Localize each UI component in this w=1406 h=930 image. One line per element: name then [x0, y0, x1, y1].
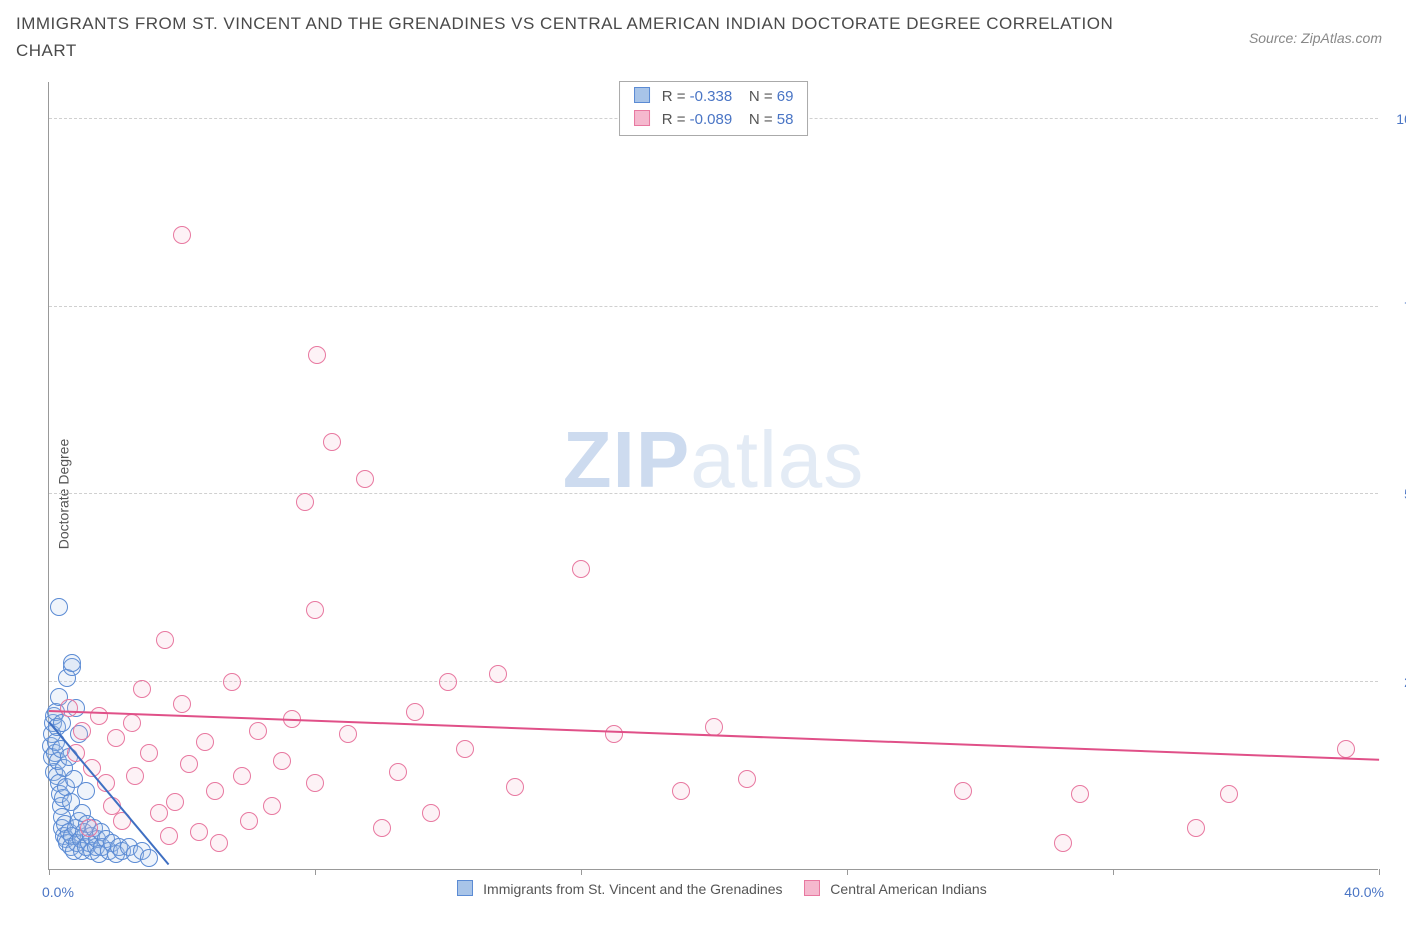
legend-row-cai: R = -0.089 N = 58: [634, 109, 794, 132]
scatter-point: [160, 827, 178, 845]
scatter-point: [672, 782, 690, 800]
r-label-cai: R =: [662, 111, 690, 128]
scatter-point: [107, 729, 125, 747]
scatter-point: [249, 722, 267, 740]
scatter-point: [422, 804, 440, 822]
x-tick-mark: [315, 869, 316, 875]
x-tick-mark: [1379, 869, 1380, 875]
scatter-point: [1337, 740, 1355, 758]
source-credit: Source: ZipAtlas.com: [1249, 10, 1382, 46]
scatter-point: [506, 778, 524, 796]
scatter-point: [456, 740, 474, 758]
y-tick-label: 5.0%: [1386, 486, 1406, 502]
scatter-point: [1071, 785, 1089, 803]
series-legend: Immigrants from St. Vincent and the Gren…: [48, 880, 1378, 897]
legend-swatch-cai-bottom: [804, 880, 820, 896]
scatter-point: [73, 722, 91, 740]
scatter-point: [60, 699, 78, 717]
r-value-svg: -0.338: [690, 88, 733, 105]
scatter-point: [572, 560, 590, 578]
correlation-legend: R = -0.338 N = 69 R = -0.089 N = 58: [619, 81, 809, 136]
scatter-point: [705, 718, 723, 736]
scatter-plot: ZIPatlas R = -0.338 N = 69 R = -0.089 N …: [48, 82, 1378, 870]
scatter-point: [140, 744, 158, 762]
scatter-point: [1220, 785, 1238, 803]
n-label-svg: N =: [749, 88, 777, 105]
scatter-point: [306, 774, 324, 792]
y-tick-label: 2.5%: [1386, 674, 1406, 690]
scatter-point: [263, 797, 281, 815]
legend-swatch-svg: [634, 87, 650, 103]
scatter-point: [206, 782, 224, 800]
legend-label-cai: Central American Indians: [830, 881, 986, 897]
scatter-point: [180, 755, 198, 773]
scatter-point: [306, 601, 324, 619]
scatter-point: [339, 725, 357, 743]
scatter-point: [140, 849, 158, 867]
scatter-point: [323, 433, 341, 451]
scatter-point: [489, 665, 507, 683]
scatter-point: [166, 793, 184, 811]
scatter-point: [190, 823, 208, 841]
scatter-point: [150, 804, 168, 822]
y-tick-label: 10.0%: [1386, 111, 1406, 127]
scatter-point: [389, 763, 407, 781]
scatter-point: [80, 819, 98, 837]
scatter-point: [133, 680, 151, 698]
x-tick-mark: [581, 869, 582, 875]
x-tick-last: 40.0%: [1344, 884, 1384, 900]
legend-label-svg: Immigrants from St. Vincent and the Gren…: [483, 881, 782, 897]
scatter-point: [233, 767, 251, 785]
chart-area: Doctorate Degree ZIPatlas R = -0.338 N =…: [0, 64, 1406, 924]
x-tick-mark: [1113, 869, 1114, 875]
n-value-svg: 69: [777, 88, 794, 105]
chart-title: IMMIGRANTS FROM ST. VINCENT AND THE GREN…: [16, 10, 1116, 64]
scatter-point: [196, 733, 214, 751]
scatter-point: [126, 767, 144, 785]
scatter-point: [954, 782, 972, 800]
scatter-point: [356, 470, 374, 488]
scatter-point: [1054, 834, 1072, 852]
scatter-point: [90, 707, 108, 725]
scatter-point: [738, 770, 756, 788]
scatter-point: [240, 812, 258, 830]
x-tick-mark: [847, 869, 848, 875]
scatter-point: [373, 819, 391, 837]
r-value-cai: -0.089: [690, 111, 733, 128]
legend-swatch-cai: [634, 110, 650, 126]
scatter-point: [123, 714, 141, 732]
n-label-cai: N =: [749, 111, 777, 128]
scatter-point: [173, 695, 191, 713]
scatter-point: [605, 725, 623, 743]
scatter-point: [439, 673, 457, 691]
scatter-point: [296, 493, 314, 511]
scatter-point: [1187, 819, 1205, 837]
watermark-atlas: atlas: [690, 415, 864, 504]
n-value-cai: 58: [777, 111, 794, 128]
scatter-point: [77, 782, 95, 800]
watermark: ZIPatlas: [563, 414, 864, 506]
scatter-point: [63, 654, 81, 672]
scatter-point: [223, 673, 241, 691]
scatter-point: [173, 226, 191, 244]
scatter-point: [308, 346, 326, 364]
r-label-svg: R =: [662, 88, 690, 105]
scatter-point: [210, 834, 228, 852]
scatter-point: [273, 752, 291, 770]
scatter-point: [50, 598, 68, 616]
x-tick-mark: [49, 869, 50, 875]
header-row: IMMIGRANTS FROM ST. VINCENT AND THE GREN…: [0, 0, 1406, 64]
scatter-point: [156, 631, 174, 649]
y-tick-label: 7.5%: [1386, 299, 1406, 315]
watermark-zip: ZIP: [563, 415, 690, 504]
scatter-point: [406, 703, 424, 721]
legend-swatch-svg-bottom: [457, 880, 473, 896]
gridline: [49, 681, 1378, 682]
gridline: [49, 306, 1378, 307]
x-axis-row: 0.0% Immigrants from St. Vincent and the…: [48, 876, 1378, 916]
legend-row-svg: R = -0.338 N = 69: [634, 86, 794, 109]
